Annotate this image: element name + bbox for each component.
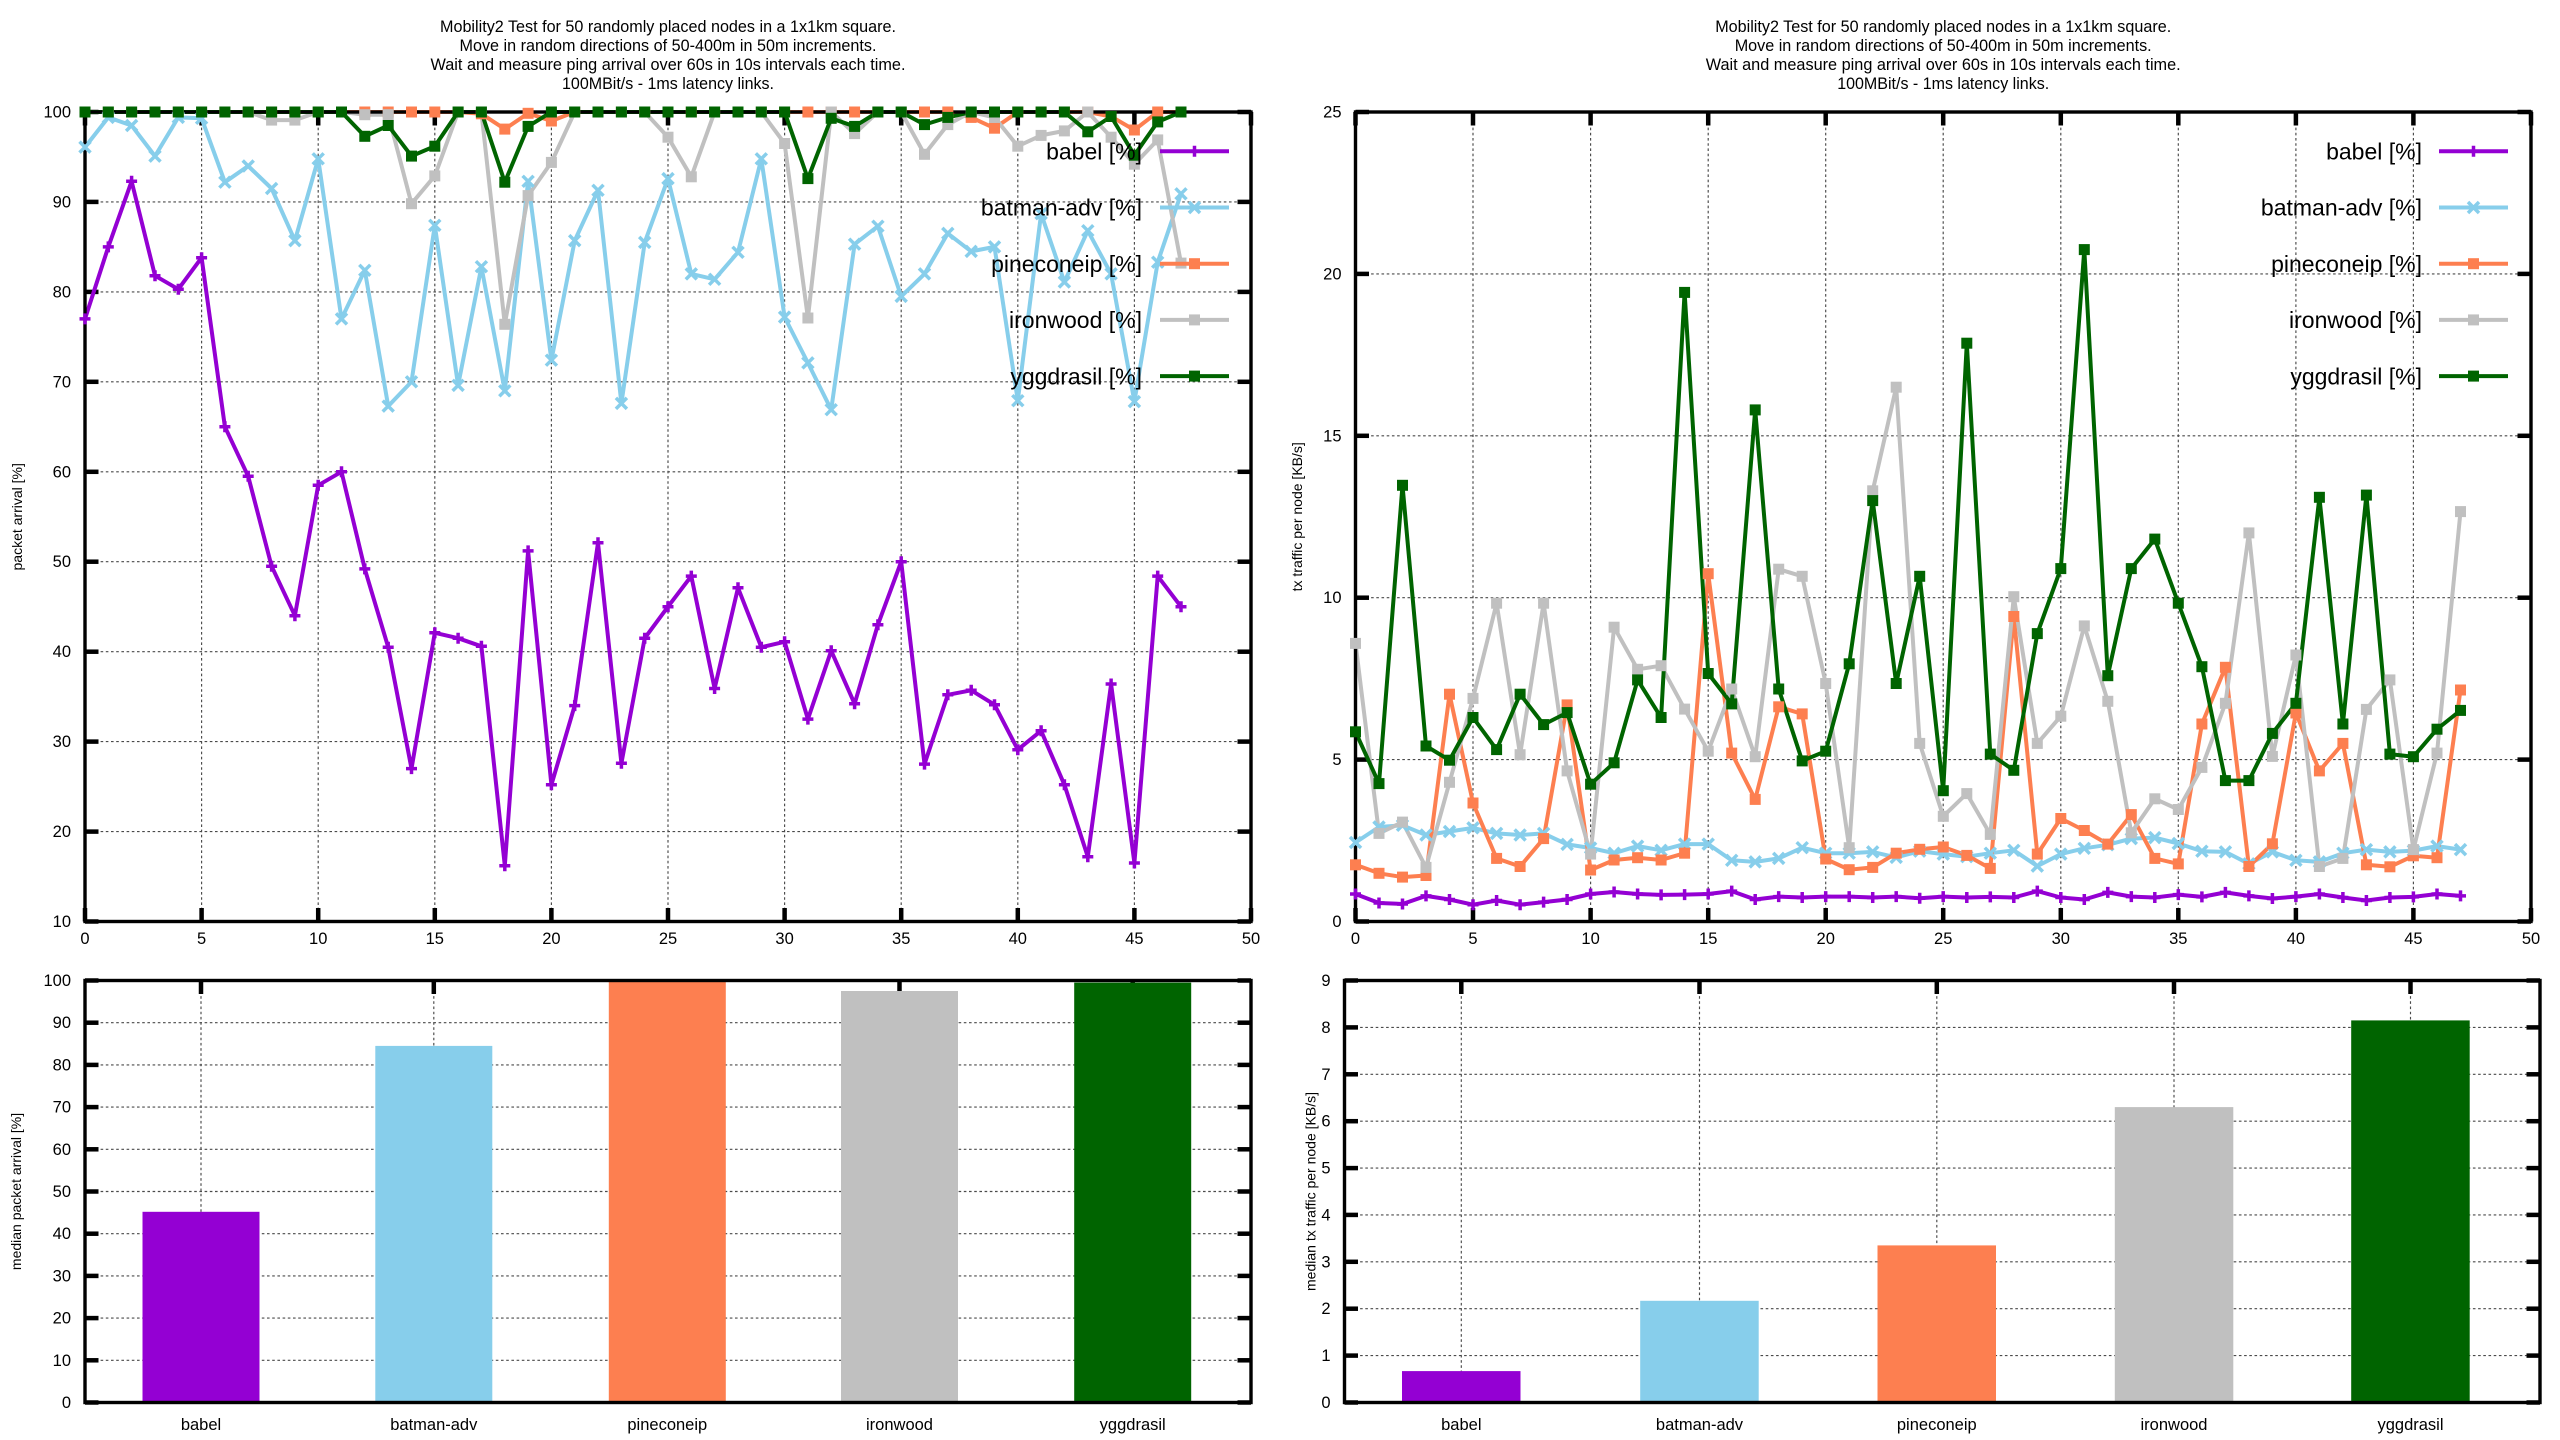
- svg-text:30: 30: [775, 930, 793, 948]
- svg-text:25: 25: [1934, 930, 1952, 948]
- svg-text:40: 40: [53, 643, 71, 661]
- svg-text:35: 35: [2169, 930, 2187, 948]
- svg-text:40: 40: [1009, 930, 1027, 948]
- svg-text:ironwood [%]: ironwood [%]: [1009, 307, 1142, 333]
- svg-text:Mobility2 Test for 50 randomly: Mobility2 Test for 50 randomly placed no…: [440, 17, 896, 36]
- svg-text:15: 15: [426, 930, 444, 948]
- svg-text:Move in random directions of 5: Move in random directions of 50-400m in …: [1735, 36, 2152, 55]
- svg-text:80: 80: [53, 1056, 71, 1074]
- svg-text:30: 30: [53, 1267, 71, 1285]
- svg-text:5: 5: [1468, 930, 1477, 948]
- svg-text:60: 60: [53, 1141, 71, 1159]
- svg-text:8: 8: [1321, 1019, 1330, 1037]
- svg-text:ironwood [%]: ironwood [%]: [2289, 307, 2422, 333]
- svg-text:15: 15: [1323, 427, 1341, 445]
- svg-text:Wait and measure ping arrival: Wait and measure ping arrival over 60s i…: [431, 55, 906, 74]
- svg-text:70: 70: [53, 1099, 71, 1117]
- svg-text:5: 5: [1321, 1160, 1330, 1178]
- svg-text:5: 5: [197, 930, 206, 948]
- svg-text:25: 25: [659, 930, 677, 948]
- svg-text:10: 10: [1581, 930, 1599, 948]
- svg-text:45: 45: [1125, 930, 1143, 948]
- svg-text:20: 20: [53, 823, 71, 841]
- svg-text:pineconeip: pineconeip: [1897, 1416, 1977, 1434]
- svg-text:3: 3: [1321, 1253, 1330, 1271]
- svg-text:15: 15: [1699, 930, 1717, 948]
- svg-text:50: 50: [53, 1183, 71, 1201]
- svg-text:yggdrasil [%]: yggdrasil [%]: [2290, 363, 2422, 389]
- svg-text:batman-adv [%]: batman-adv [%]: [2261, 195, 2422, 221]
- svg-text:tx traffic per node [KB/s]: tx traffic per node [KB/s]: [1289, 442, 1305, 591]
- svg-text:batman-adv [%]: batman-adv [%]: [981, 195, 1142, 221]
- svg-text:90: 90: [53, 1014, 71, 1032]
- svg-text:20: 20: [1817, 930, 1835, 948]
- svg-text:batman-adv: batman-adv: [390, 1416, 478, 1434]
- svg-text:babel [%]: babel [%]: [2326, 139, 2422, 165]
- svg-text:45: 45: [2404, 930, 2422, 948]
- svg-text:median tx traffic per node [KB: median tx traffic per node [KB/s]: [1303, 1092, 1319, 1291]
- svg-text:ironwood: ironwood: [866, 1416, 933, 1434]
- svg-text:pineconeip [%]: pineconeip [%]: [991, 251, 1142, 277]
- svg-text:70: 70: [53, 373, 71, 391]
- svg-text:20: 20: [542, 930, 560, 948]
- svg-text:40: 40: [53, 1225, 71, 1243]
- svg-text:90: 90: [53, 193, 71, 211]
- svg-text:30: 30: [2052, 930, 2070, 948]
- svg-text:0: 0: [1351, 930, 1360, 948]
- svg-text:yggdrasil [%]: yggdrasil [%]: [1010, 363, 1142, 389]
- svg-text:100MBit/s - 1ms latency links.: 100MBit/s - 1ms latency links.: [562, 74, 774, 93]
- svg-text:10: 10: [1323, 589, 1341, 607]
- svg-text:2: 2: [1321, 1300, 1330, 1318]
- svg-text:60: 60: [53, 463, 71, 481]
- svg-text:batman-adv: batman-adv: [1656, 1416, 1744, 1434]
- svg-text:babel: babel: [181, 1416, 221, 1434]
- svg-text:50: 50: [53, 553, 71, 571]
- svg-text:4: 4: [1321, 1206, 1330, 1224]
- svg-text:40: 40: [2287, 930, 2305, 948]
- svg-text:0: 0: [80, 930, 89, 948]
- svg-text:yggdrasil: yggdrasil: [1100, 1416, 1166, 1434]
- svg-text:packet arrival [%]: packet arrival [%]: [9, 463, 25, 570]
- svg-text:20: 20: [1323, 265, 1341, 283]
- svg-text:babel: babel: [1441, 1416, 1481, 1434]
- svg-text:10: 10: [53, 913, 71, 931]
- svg-text:10: 10: [53, 1352, 71, 1370]
- svg-text:Wait and measure ping arrival: Wait and measure ping arrival over 60s i…: [1706, 55, 2181, 74]
- svg-text:0: 0: [1332, 913, 1341, 931]
- svg-text:pineconeip [%]: pineconeip [%]: [2271, 251, 2422, 277]
- svg-text:Mobility2 Test for 50 randomly: Mobility2 Test for 50 randomly placed no…: [1715, 17, 2171, 36]
- svg-text:100MBit/s - 1ms latency links.: 100MBit/s - 1ms latency links.: [1837, 74, 2049, 93]
- svg-text:30: 30: [53, 733, 71, 751]
- svg-text:5: 5: [1332, 751, 1341, 769]
- svg-text:babel [%]: babel [%]: [1046, 139, 1142, 165]
- svg-text:6: 6: [1321, 1113, 1330, 1131]
- svg-text:10: 10: [309, 930, 327, 948]
- svg-text:0: 0: [62, 1394, 71, 1412]
- svg-text:50: 50: [1242, 930, 1260, 948]
- svg-text:9: 9: [1321, 972, 1330, 990]
- svg-text:7: 7: [1321, 1066, 1330, 1084]
- svg-text:20: 20: [53, 1310, 71, 1328]
- svg-text:100: 100: [43, 972, 71, 990]
- svg-text:25: 25: [1323, 104, 1341, 122]
- svg-text:1: 1: [1321, 1347, 1330, 1365]
- svg-text:0: 0: [1321, 1394, 1330, 1412]
- svg-text:pineconeip: pineconeip: [627, 1416, 707, 1434]
- svg-text:50: 50: [2522, 930, 2540, 948]
- svg-text:35: 35: [892, 930, 910, 948]
- svg-text:80: 80: [53, 283, 71, 301]
- svg-text:median packet arrival [%]: median packet arrival [%]: [8, 1113, 24, 1270]
- svg-text:yggdrasil: yggdrasil: [2377, 1416, 2443, 1434]
- svg-text:Move in random directions of 5: Move in random directions of 50-400m in …: [460, 36, 877, 55]
- svg-text:ironwood: ironwood: [2141, 1416, 2208, 1434]
- svg-text:100: 100: [43, 104, 71, 122]
